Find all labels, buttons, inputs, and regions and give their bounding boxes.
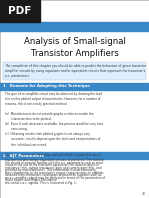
Bar — [0, 83, 149, 90]
Text: 2   BJT Parameters: 2 BJT Parameters — [3, 153, 44, 157]
Text: Analysis of Small-signal: Analysis of Small-signal — [24, 37, 125, 47]
Bar — [0, 0, 40, 22]
Text: The completion of this chapter you should be able to predict the behaviour of gi: The completion of this chapter you shoul… — [5, 64, 146, 78]
Text: The gain of an amplifier circuit may be obtained by drawing the load
line on the: The gain of an amplifier circuit may be … — [5, 92, 104, 182]
Bar — [0, 152, 149, 159]
Bar — [0, 22, 149, 31]
Text: You should already be familiar with the a.c. parameters such as input
resistance: You should already be familiar with the … — [5, 161, 105, 185]
Text: 1   Reasons for Adopting this Technique: 1 Reasons for Adopting this Technique — [3, 85, 90, 89]
Text: Transistor Amplifiers: Transistor Amplifiers — [31, 50, 118, 58]
Text: PDF: PDF — [8, 6, 32, 16]
Bar — [3, 62, 146, 80]
Text: 46: 46 — [142, 192, 146, 196]
